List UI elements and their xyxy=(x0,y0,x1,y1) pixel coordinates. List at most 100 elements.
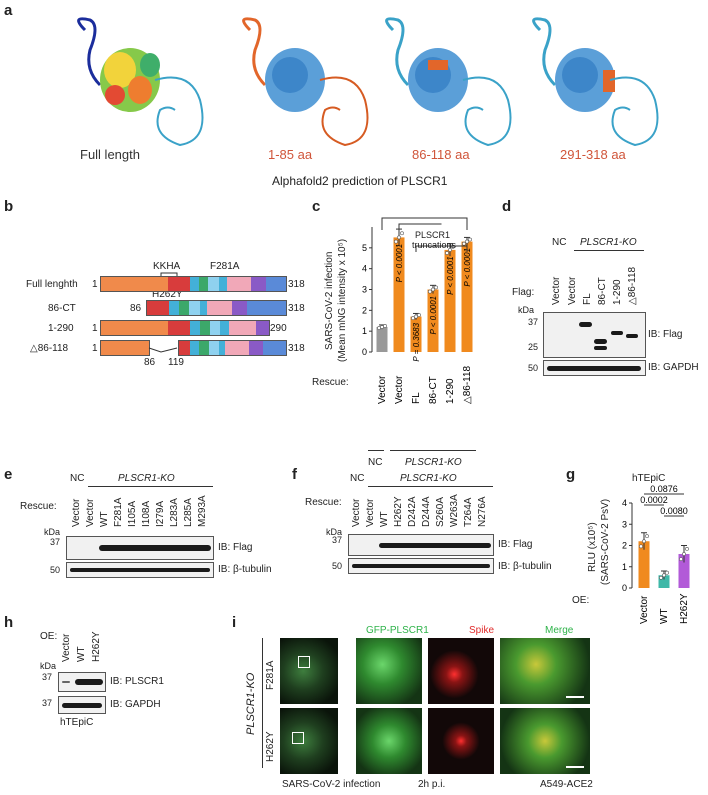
h-blot-gapdh xyxy=(58,696,106,714)
f-marker: 50 xyxy=(332,561,343,571)
h-ib2: IB: GAPDH xyxy=(110,699,161,710)
c-category-label: Vector xyxy=(394,375,405,404)
g-bar xyxy=(638,541,650,588)
e-lane: WT xyxy=(99,511,110,527)
c-category-label: 1-290 xyxy=(445,378,456,404)
f-lane: N276A xyxy=(477,496,488,527)
h-marker: 37 xyxy=(42,698,53,708)
c-pvalue: P < 0.0001 xyxy=(395,244,404,283)
panel-g-label: g xyxy=(566,466,576,483)
f-blot-tubulin xyxy=(348,558,494,574)
micro-spike-f281a xyxy=(428,638,494,704)
f-lane: W263A xyxy=(449,494,460,527)
c-point xyxy=(462,241,466,246)
i-row-f281a: F281A xyxy=(265,660,276,690)
row-end: 318 xyxy=(288,303,305,314)
micro-overview-h262y xyxy=(280,708,338,774)
d-marker: 50 xyxy=(528,363,539,373)
domain-bar-delta-left xyxy=(100,340,150,356)
g-ytick-label: 1 xyxy=(622,562,627,572)
f-lane: D242A xyxy=(407,496,418,527)
g-point xyxy=(665,570,669,575)
g-point xyxy=(645,534,649,539)
panel-h-label: h xyxy=(4,614,14,631)
row-start: 1 xyxy=(92,279,98,290)
c-category-label: 86-CT xyxy=(428,376,439,404)
g-ylabel-2: (SARS-CoV-2 PsV) xyxy=(600,498,611,585)
c-point xyxy=(411,316,415,321)
c-ko: PLSCR1-KO xyxy=(405,457,462,468)
g-point xyxy=(685,547,689,551)
i-col-gfp: GFP-PLSCR1 xyxy=(366,625,429,636)
micro-overview-f281a xyxy=(280,638,338,704)
e-lane: L285A xyxy=(183,498,194,527)
row-start: 1 xyxy=(92,323,98,334)
h-lane: H262Y xyxy=(91,631,102,662)
c-bracket-sub xyxy=(398,223,442,234)
g-category-label: WT xyxy=(659,608,670,624)
h-lane: Vector xyxy=(61,633,72,662)
c-bar xyxy=(410,316,422,352)
g-ytick-label: 0 xyxy=(622,583,627,593)
c-bar xyxy=(393,237,405,352)
c-point xyxy=(417,313,421,317)
f-kda: kDa xyxy=(326,527,343,537)
e-lane: I279A xyxy=(155,500,166,527)
f-marker: 37 xyxy=(332,535,343,545)
i-ko-line xyxy=(262,638,263,768)
g-title: hTEpiC xyxy=(632,473,666,484)
micro-gfp-h262y xyxy=(356,708,422,774)
c-ytick-label: 1 xyxy=(362,326,367,336)
c-ytick-label: 0 xyxy=(362,347,367,357)
g-category-label: H262Y xyxy=(679,593,690,624)
c-category-label: Vector xyxy=(377,375,388,404)
g-oe: OE: xyxy=(572,595,590,606)
e-lane: L283A xyxy=(169,498,180,527)
c-ytick-label: 3 xyxy=(362,285,367,295)
e-ko-line xyxy=(88,486,213,487)
e-lane: M293A xyxy=(197,495,208,527)
e-lane: Vector xyxy=(85,498,96,527)
structure-1-85 xyxy=(242,17,369,147)
structure-label-full-length: Full length xyxy=(80,147,140,162)
c-ytick-label: 2 xyxy=(362,305,367,315)
g-ylabel-1: RLU (x10⁵) xyxy=(587,522,598,572)
zoom-box xyxy=(292,732,304,744)
e-lane: Vector xyxy=(71,498,82,527)
panel-a-caption: Alphafold2 prediction of PLSCR1 xyxy=(272,174,448,188)
f-lane: D244A xyxy=(421,496,432,527)
c-rescue-label: Rescue: xyxy=(312,377,349,388)
h-ib1: IB: PLSCR1 xyxy=(110,676,164,687)
c-point xyxy=(468,237,472,242)
micro-spike-h262y xyxy=(428,708,494,774)
d-lane: FL xyxy=(582,293,593,305)
c-nc: NC xyxy=(368,457,383,468)
c-point xyxy=(434,285,438,290)
c-ylabel-2: (Mean mNG intensity x 10⁵) xyxy=(337,238,348,362)
c-pvalue: P < 0.0001 xyxy=(429,296,438,335)
h-blot-plscr1 xyxy=(58,672,106,692)
f-nc: NC xyxy=(350,473,365,484)
domain-bar-86-ct xyxy=(146,300,287,316)
i-footer-3: A549-ACE2 xyxy=(540,779,593,790)
i-row-h262y: H262Y xyxy=(265,731,276,762)
row-end: 318 xyxy=(288,279,305,290)
micro-merge-h262y xyxy=(500,708,590,774)
c-pvalue: P = 0.3683 xyxy=(412,322,421,361)
domain-bar-delta-right xyxy=(178,340,287,356)
f-lane: Vector xyxy=(351,498,362,527)
c-bracket-main xyxy=(381,217,468,230)
d-flag: Flag: xyxy=(512,287,535,298)
c-point xyxy=(383,324,387,328)
row-start: 86 xyxy=(130,303,142,314)
d-kda: kDa xyxy=(518,305,535,315)
annotation-h262y: H262Y xyxy=(152,289,183,300)
row-label: 1-290 xyxy=(48,323,74,334)
d-lane: 86-CT xyxy=(597,277,608,305)
c-ytick-label: 5 xyxy=(362,243,367,253)
h-marker: 37 xyxy=(42,672,53,682)
d-lane: Vector xyxy=(567,276,578,305)
c-category-label: FL xyxy=(411,392,422,404)
row-end: 318 xyxy=(288,343,305,354)
row-end: 290 xyxy=(270,323,287,334)
